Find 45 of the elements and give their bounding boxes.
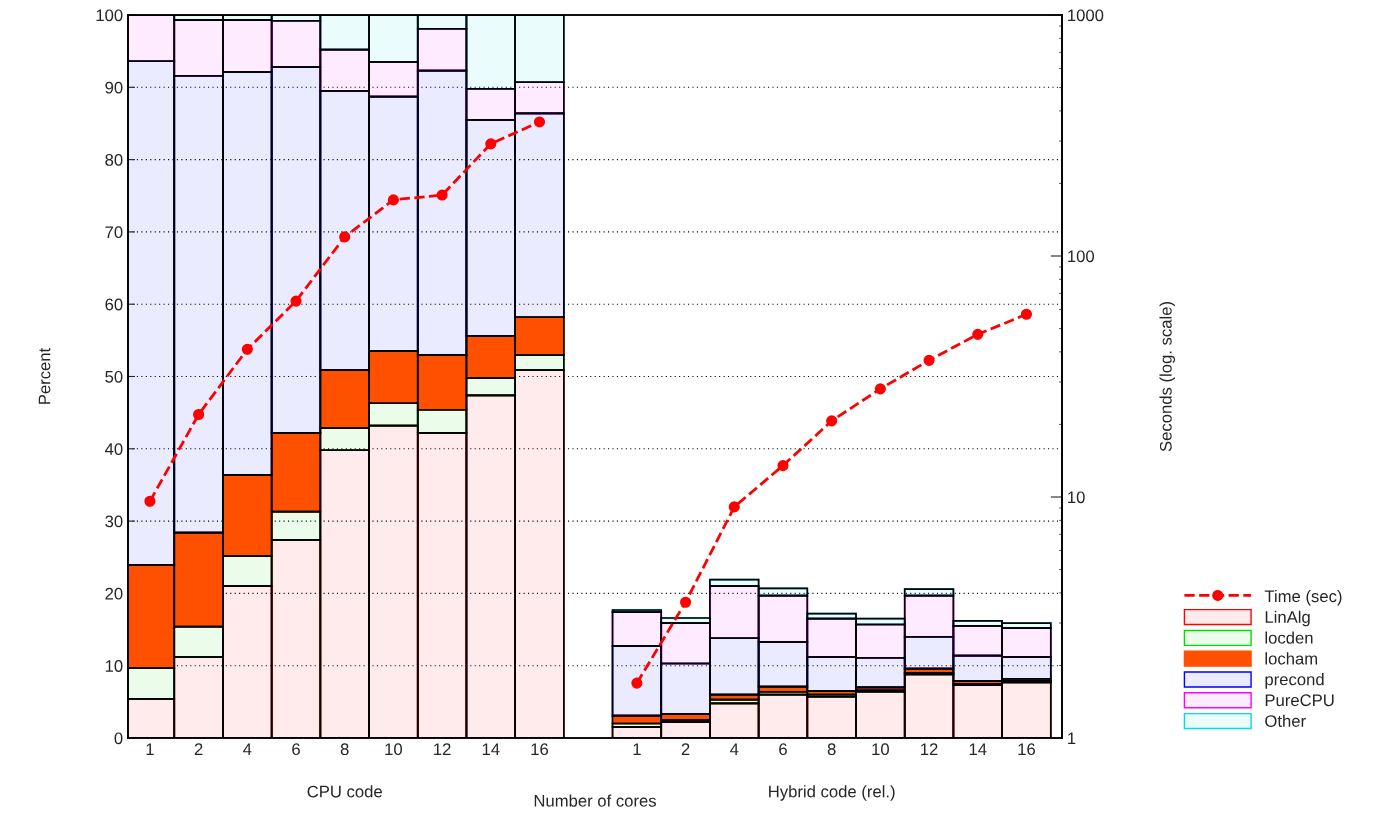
- x-tick-label: 2: [681, 743, 690, 755]
- y-tick-label: 90: [105, 81, 123, 94]
- y2-tick-label: 10: [1068, 491, 1085, 504]
- y2-axis-title: Seconds (log. scale): [1159, 302, 1176, 452]
- y-axis-title: Percent: [38, 347, 51, 404]
- legend-label: Other: [1265, 714, 1306, 727]
- legend-label: Time (sec): [1264, 589, 1342, 606]
- y-tick-label: 40: [104, 443, 123, 455]
- x-tick-label: 12: [434, 743, 451, 755]
- x-tick-label: 1: [633, 743, 641, 755]
- x-tick-label: 10: [872, 743, 889, 756]
- x-tick-label: 6: [779, 743, 787, 756]
- x-tick-label: 10: [385, 743, 403, 756]
- y-tick-label: 0: [114, 732, 123, 745]
- x-tick-label: 12: [921, 743, 938, 755]
- x-axis-title: Number of cores: [534, 794, 656, 807]
- x-tick-label: 16: [531, 743, 549, 756]
- text: Hybrid code (rel.): [769, 785, 895, 801]
- legend-label: precond: [1265, 673, 1324, 689]
- legend-label: PureCPU: [1265, 694, 1334, 707]
- x-tick-label: 16: [1018, 743, 1035, 756]
- y-tick-label: 100: [96, 9, 123, 22]
- text: CPU code: [307, 785, 382, 798]
- y-tick-label: 60: [105, 298, 123, 311]
- legend-label: locham: [1265, 652, 1318, 665]
- y-tick-label: 10: [105, 660, 123, 672]
- y-tick-label: 20: [105, 587, 123, 600]
- legend-label: LinAlg: [1265, 610, 1310, 627]
- x-tick-label: 2: [194, 743, 203, 755]
- x-tick-label: 14: [482, 743, 500, 755]
- y-tick-label: 70: [105, 226, 123, 239]
- x-tick-label: 1: [146, 743, 154, 755]
- x-tick-label: 4: [730, 743, 739, 755]
- y2-tick-label: 1: [1068, 732, 1076, 745]
- y-tick-label: 80: [105, 154, 123, 166]
- y-tick-label: 50: [105, 370, 123, 383]
- y2-tick-label: 100: [1068, 250, 1095, 263]
- legend-label: locden: [1265, 631, 1313, 644]
- x-tick-label: 14: [969, 743, 987, 755]
- x-tick-label: 4: [243, 743, 252, 755]
- x-tick-label: 6: [292, 743, 300, 756]
- y-tick-label: 30: [105, 515, 123, 528]
- y2-tick-label: 1000: [1068, 9, 1104, 22]
- x-tick-label: 8: [340, 743, 349, 756]
- x-tick-label: 8: [827, 743, 836, 756]
